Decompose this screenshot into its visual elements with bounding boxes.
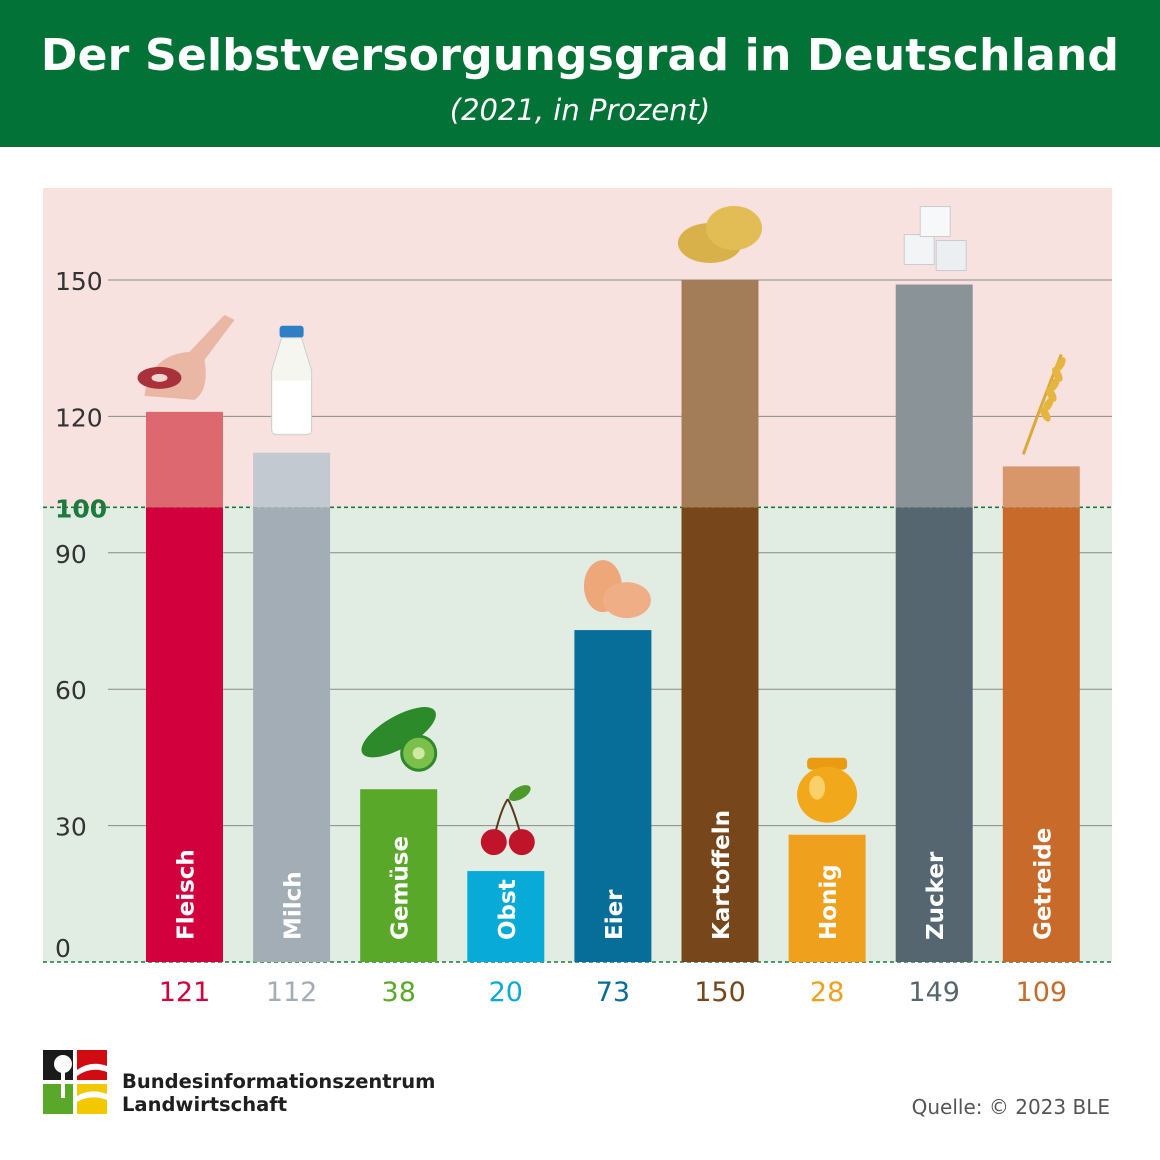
bar-excess-milch bbox=[253, 452, 331, 508]
category-label: Milch bbox=[281, 871, 307, 940]
honey-jar-icon bbox=[797, 757, 858, 823]
y-tick-label: 150 bbox=[55, 267, 103, 296]
chart-subtitle: (2021, in Prozent) bbox=[449, 93, 711, 127]
value-label: 149 bbox=[908, 977, 960, 1008]
y-tick-label: 90 bbox=[55, 540, 87, 569]
bar-chart: 0 30 60 90 100 120 150 Fleisch 121 Milch 112 Gemüs… bbox=[43, 188, 1112, 1008]
value-label: 112 bbox=[266, 977, 318, 1008]
bar-getreide bbox=[1002, 507, 1080, 962]
bar-honig bbox=[788, 834, 866, 962]
category-label: Eier bbox=[602, 889, 628, 940]
value-label: 38 bbox=[382, 977, 416, 1008]
value-label: 20 bbox=[489, 977, 523, 1008]
bzl-logo bbox=[43, 1050, 107, 1114]
milk-bottle-icon bbox=[271, 325, 313, 436]
bar-milch bbox=[253, 507, 331, 962]
source-note: Quelle: © 2023 BLE bbox=[911, 1095, 1110, 1119]
category-label: Getreide bbox=[1030, 828, 1056, 940]
organization-name: Bundesinformationszentrum Landwirtschaft bbox=[122, 1070, 435, 1116]
org-line-2: Landwirtschaft bbox=[122, 1093, 288, 1116]
chart-title: Der Selbstversorgungsgrad in Deutschland bbox=[40, 30, 1120, 81]
potatoes-icon bbox=[678, 206, 762, 263]
y-tick-label: 30 bbox=[55, 813, 87, 842]
bar-excess-kartoffeln bbox=[681, 280, 759, 508]
value-label: 121 bbox=[159, 977, 211, 1008]
cherry-icon bbox=[480, 785, 535, 856]
bar-zucker bbox=[895, 507, 973, 962]
eggs-icon bbox=[583, 560, 651, 619]
header-banner: Der Selbstversorgungsgrad in Deutschland… bbox=[0, 0, 1160, 147]
value-label: 28 bbox=[810, 977, 844, 1008]
sugar-cubes-icon bbox=[903, 206, 967, 272]
category-label: Fleisch bbox=[174, 849, 200, 940]
bar-excess-fleisch bbox=[146, 411, 223, 508]
bar-obst bbox=[467, 871, 545, 962]
y-tick-label: 0 bbox=[55, 934, 71, 963]
category-label: Kartoffeln bbox=[709, 810, 735, 940]
category-label: Honig bbox=[816, 864, 842, 940]
bar-kartoffeln bbox=[681, 507, 759, 962]
org-line-1: Bundesinformationszentrum bbox=[122, 1070, 436, 1093]
value-label: 109 bbox=[1016, 977, 1068, 1008]
category-label: Obst bbox=[495, 879, 521, 940]
wheat-icon bbox=[1021, 353, 1066, 455]
ham-icon bbox=[137, 314, 235, 400]
category-label: Zucker bbox=[923, 851, 949, 940]
y-tick-label: 100 bbox=[55, 494, 107, 523]
bar-excess-zucker bbox=[895, 284, 973, 508]
y-tick-label: 120 bbox=[55, 403, 103, 432]
bar-excess-getreide bbox=[1002, 466, 1080, 508]
cucumber-icon bbox=[361, 707, 438, 772]
bar-eier bbox=[574, 630, 652, 962]
value-label: 150 bbox=[694, 977, 746, 1008]
category-label: Gemüse bbox=[388, 836, 414, 940]
value-label: 73 bbox=[596, 977, 630, 1008]
bar-fleisch bbox=[146, 507, 223, 962]
y-tick-label: 60 bbox=[55, 676, 87, 705]
bar-gemüse bbox=[360, 789, 438, 962]
